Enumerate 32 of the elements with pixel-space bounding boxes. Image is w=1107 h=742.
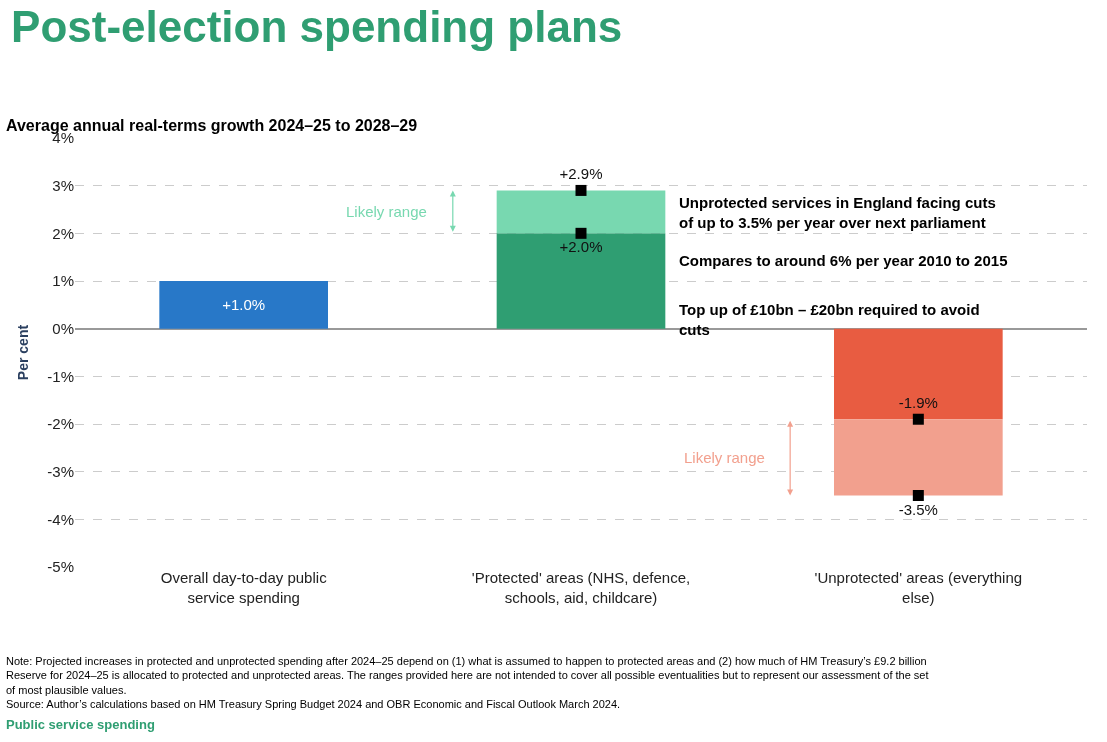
y-tick-label: -1%	[47, 367, 74, 385]
y-tick-label: -3%	[47, 462, 74, 480]
bar	[496, 190, 666, 234]
text: Note: Projected increases in protected and unprotected spending after 2024–25 depend on (1) what is assumed to happen to protected areas and (2) how much of HM Treasury’s £9.2 billion Reserve for 2024–25 is allocated to protected and unprotected areas. The ranges provided here are not intended to cover all possible eventualities but to represent our assessment of the set of most plausible values.	[6, 655, 929, 696]
y-tick-label: 1%	[52, 272, 74, 290]
y-tick-label: -5%	[47, 558, 74, 576]
annotation: Compares to around 6% per year 2010 to 2015	[679, 252, 1008, 269]
y-tick-label: -2%	[47, 415, 74, 433]
bar	[496, 233, 666, 329]
y-axis-title: Per cent	[14, 324, 31, 381]
data-label: -1.9%	[898, 393, 938, 411]
x-tick-label: 'Protected' areas (NHS, defence, schools, aid, childcare)	[471, 569, 691, 606]
data-label: +2.9%	[559, 164, 603, 182]
data-label: +2.0%	[559, 238, 603, 256]
y-tick-label: 3%	[52, 176, 74, 194]
y-tick-label: 2%	[52, 224, 74, 242]
annotation: Likely range	[346, 203, 427, 220]
text: Public service spending	[6, 717, 155, 732]
data-label: +1.0%	[222, 296, 266, 314]
annotation: Likely range	[684, 449, 765, 466]
x-tick-label: Overall day-to-day public service spending	[160, 569, 328, 606]
y-tick-label: 0%	[52, 319, 74, 337]
chart-title: Post-election spending plans	[11, 1, 623, 51]
source-note: Source: Author’s calculations based on HM Treasury Spring Budget 2024 and OBR Economic and Fiscal Outlook March 2024.	[6, 698, 621, 710]
annotation: Top up of £10bn – £20bn required to avoid cuts	[679, 301, 980, 338]
bar	[834, 328, 1003, 420]
data-label: -3.5%	[898, 500, 938, 518]
y-tick-label: -4%	[47, 510, 74, 528]
x-tick-label: 'Unprotected' areas (everything else)	[814, 569, 1023, 606]
annotation: Unprotected services in England facing cuts of up to 3.5% per year over next parliament	[679, 194, 996, 231]
bar	[834, 419, 1003, 496]
bar	[159, 281, 328, 329]
